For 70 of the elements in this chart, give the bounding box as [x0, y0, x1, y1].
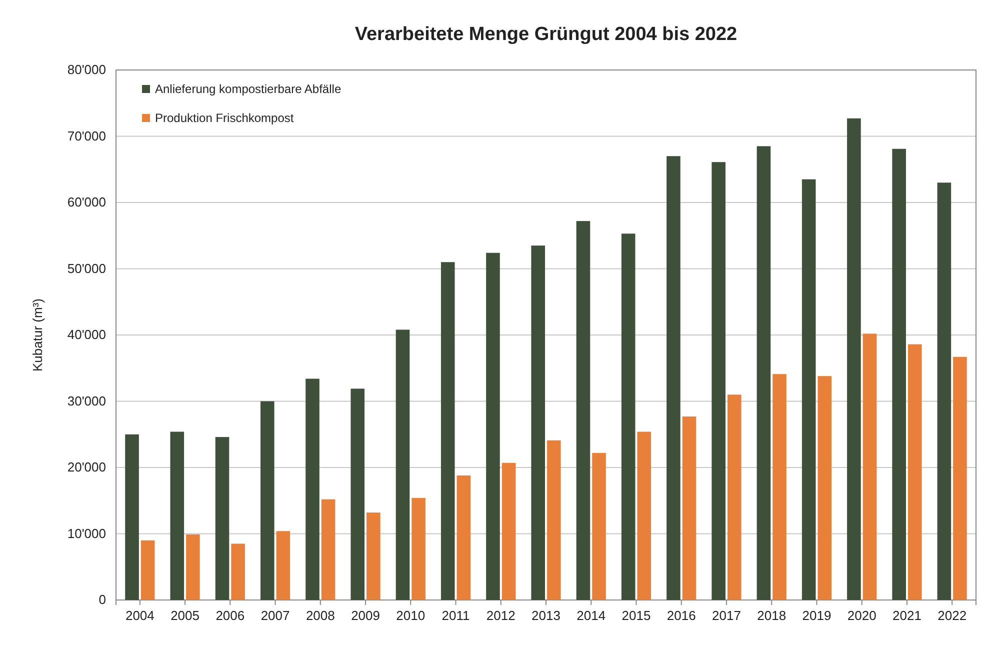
x-tick-label: 2018	[757, 608, 786, 624]
y-tick-label: 20'000	[67, 460, 106, 475]
x-tick-label: 2015	[622, 608, 651, 624]
bar	[440, 262, 455, 600]
bar	[531, 246, 545, 600]
bar	[456, 475, 471, 600]
bar	[547, 440, 561, 600]
bar	[953, 356, 967, 600]
bar	[892, 148, 906, 600]
bar	[756, 146, 771, 600]
y-tick-label: 30'000	[67, 393, 106, 408]
bar	[862, 334, 877, 600]
bar	[576, 221, 590, 600]
legend-label: Produktion Frischkompost	[155, 111, 294, 125]
bar	[772, 374, 786, 600]
bar	[908, 344, 922, 600]
chart-title: Verarbeitete Menge Grüngut 2004 bis 2022	[354, 24, 738, 45]
x-tick-label: 2014	[576, 608, 606, 624]
bar	[682, 416, 696, 600]
x-tick-label: 2017	[712, 608, 741, 624]
x-tick-label: 2008	[306, 608, 335, 624]
legend-label: Anlieferung kompostierbare Abfälle	[155, 82, 342, 96]
x-tick-label: 2022	[938, 608, 967, 624]
y-tick-label: 10'000	[67, 526, 106, 541]
bar	[170, 432, 184, 600]
bar	[396, 330, 410, 600]
bar	[231, 544, 245, 600]
x-tick-label: 2021	[892, 608, 922, 624]
bar	[847, 118, 861, 600]
bar	[306, 378, 320, 600]
bar	[140, 540, 155, 600]
x-tick-label: 2020	[847, 608, 876, 624]
bar	[937, 182, 952, 600]
bar	[350, 388, 365, 600]
x-tick-label: 2016	[666, 608, 696, 624]
y-tick-label: 50'000	[67, 260, 106, 276]
y-axis-title: Kubatur (m³)	[30, 298, 45, 372]
x-tick-label: 2011	[442, 608, 470, 624]
y-tick-label: 60'000	[67, 194, 106, 210]
x-tick-label: 2005	[170, 608, 200, 624]
y-tick-label: 0	[98, 592, 106, 608]
bar	[712, 162, 726, 600]
bar	[592, 452, 606, 600]
bar	[215, 437, 230, 600]
y-tick-label: 40'000	[67, 327, 106, 342]
bar	[321, 499, 336, 600]
x-tick-label: 2010	[396, 608, 426, 624]
x-tick-label: 2009	[351, 608, 380, 624]
x-tick-label: 2006	[216, 608, 245, 624]
bar	[186, 534, 200, 600]
bar	[125, 434, 139, 600]
bar	[637, 432, 652, 600]
bar	[276, 531, 290, 600]
bar	[260, 401, 274, 600]
x-tick-label: 2004	[125, 608, 154, 624]
bar	[818, 376, 832, 600]
bar	[486, 252, 500, 600]
y-tick-label: 80'000	[67, 62, 106, 78]
bar	[802, 179, 816, 600]
x-tick-label: 2007	[260, 608, 290, 624]
x-tick-label: 2012	[486, 608, 516, 624]
bar	[621, 234, 636, 600]
bar	[412, 498, 426, 600]
bar	[502, 462, 516, 600]
y-tick-label: 70'000	[67, 128, 106, 144]
x-tick-label: 2019	[802, 608, 832, 624]
bar	[727, 394, 742, 600]
bar	[666, 156, 680, 600]
bar	[366, 512, 380, 600]
x-tick-label: 2013	[532, 608, 560, 624]
